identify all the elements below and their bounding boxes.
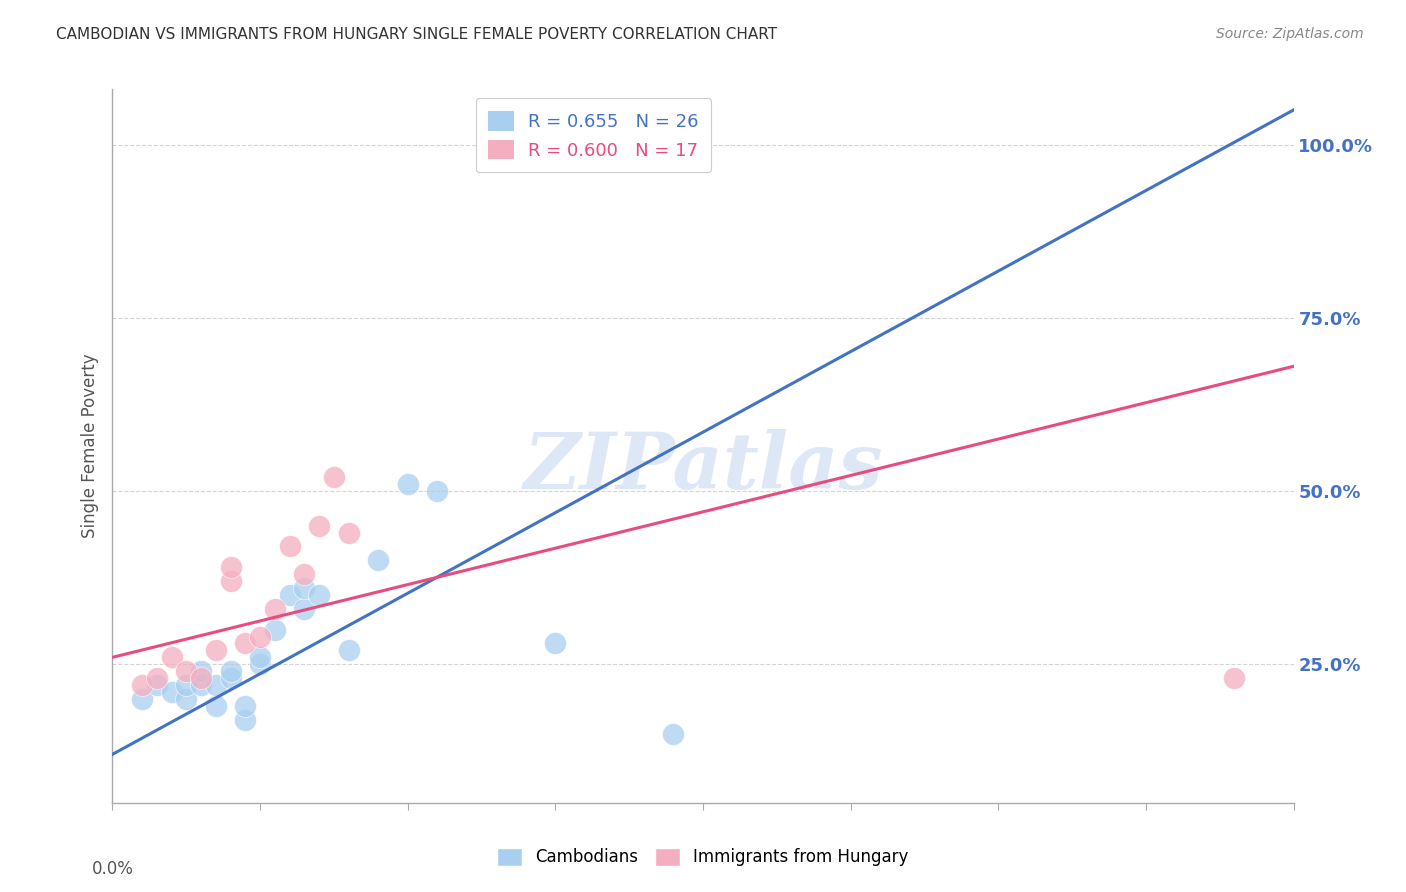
Point bbox=[292, 602, 315, 616]
Point bbox=[233, 698, 256, 713]
Text: CAMBODIAN VS IMMIGRANTS FROM HUNGARY SINGLE FEMALE POVERTY CORRELATION CHART: CAMBODIAN VS IMMIGRANTS FROM HUNGARY SIN… bbox=[56, 27, 778, 42]
Point bbox=[264, 623, 287, 637]
Point bbox=[323, 470, 346, 484]
Point bbox=[205, 698, 228, 713]
Point bbox=[426, 483, 449, 498]
Point bbox=[337, 643, 360, 657]
Point bbox=[308, 518, 330, 533]
Point bbox=[308, 588, 330, 602]
Point bbox=[337, 525, 360, 540]
Legend: Cambodians, Immigrants from Hungary: Cambodians, Immigrants from Hungary bbox=[489, 839, 917, 875]
Point bbox=[205, 643, 228, 657]
Text: 0.0%: 0.0% bbox=[91, 860, 134, 878]
Point bbox=[174, 678, 197, 692]
Point bbox=[146, 678, 169, 692]
Point bbox=[174, 691, 197, 706]
Point bbox=[146, 671, 169, 685]
Point bbox=[278, 540, 301, 554]
Point bbox=[205, 678, 228, 692]
Point bbox=[249, 630, 271, 644]
Point bbox=[190, 671, 212, 685]
Point bbox=[1223, 671, 1246, 685]
Point bbox=[190, 664, 212, 678]
Point bbox=[190, 678, 212, 692]
Point bbox=[292, 567, 315, 582]
Legend: R = 0.655   N = 26, R = 0.600   N = 17: R = 0.655 N = 26, R = 0.600 N = 17 bbox=[475, 98, 711, 172]
Point bbox=[219, 671, 242, 685]
Point bbox=[292, 581, 315, 595]
Point bbox=[131, 691, 153, 706]
Point bbox=[264, 602, 287, 616]
Point bbox=[233, 636, 256, 650]
Point bbox=[278, 588, 301, 602]
Point bbox=[219, 560, 242, 574]
Point bbox=[160, 650, 183, 665]
Point bbox=[219, 574, 242, 588]
Text: Source: ZipAtlas.com: Source: ZipAtlas.com bbox=[1216, 27, 1364, 41]
Point bbox=[131, 678, 153, 692]
Point bbox=[249, 650, 271, 665]
Point bbox=[249, 657, 271, 672]
Point bbox=[233, 713, 256, 727]
Point bbox=[160, 685, 183, 699]
Text: ZIPatlas: ZIPatlas bbox=[523, 429, 883, 506]
Point bbox=[219, 664, 242, 678]
Y-axis label: Single Female Poverty: Single Female Poverty bbox=[80, 354, 98, 538]
Point bbox=[367, 553, 389, 567]
Point bbox=[396, 477, 419, 491]
Point bbox=[662, 726, 685, 740]
Point bbox=[174, 664, 197, 678]
Point bbox=[544, 636, 567, 650]
